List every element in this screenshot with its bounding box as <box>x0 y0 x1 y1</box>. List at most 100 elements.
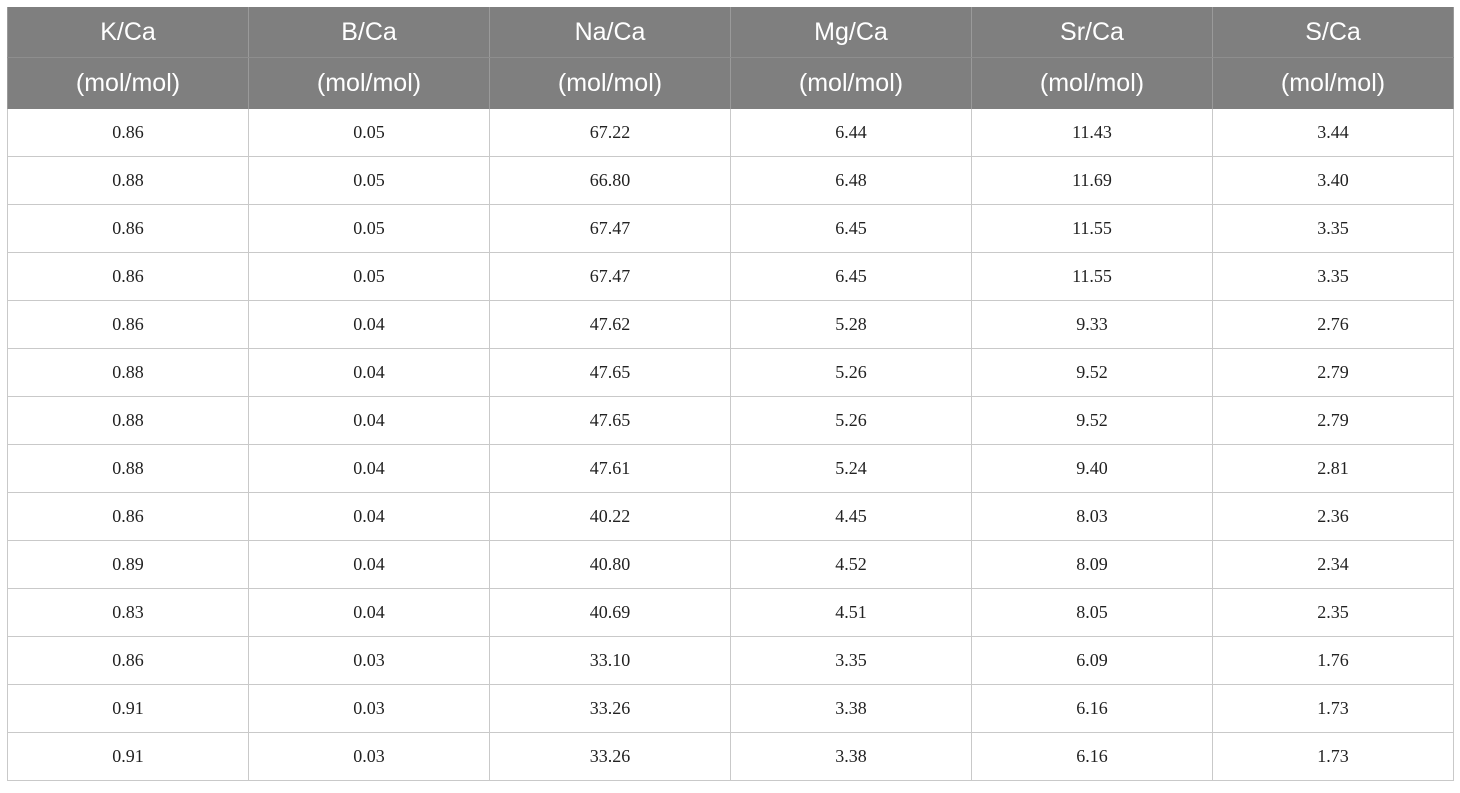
table-cell: 9.52 <box>971 396 1213 445</box>
table-cell: 0.04 <box>248 540 490 589</box>
column-header-unit: (mol/mol) <box>7 57 249 109</box>
table-cell: 0.88 <box>7 396 249 445</box>
table-cell: 3.35 <box>1212 252 1454 301</box>
table-cell: 0.86 <box>7 492 249 541</box>
column-header-unit: (mol/mol) <box>489 57 731 109</box>
table-cell: 0.05 <box>248 204 490 253</box>
table-cell: 6.09 <box>971 636 1213 685</box>
table-cell: 9.40 <box>971 444 1213 493</box>
table-cell: 2.35 <box>1212 588 1454 637</box>
column-header-unit: (mol/mol) <box>971 57 1213 109</box>
table-cell: 8.09 <box>971 540 1213 589</box>
header-row-units: (mol/mol) (mol/mol) (mol/mol) (mol/mol) … <box>7 57 1454 109</box>
table-body: 0.86 0.05 67.22 6.44 11.43 3.44 0.88 0.05 66.80 6… <box>7 108 1454 781</box>
table-cell: 0.04 <box>248 588 490 637</box>
table-row: 0.91 0.03 33.26 3.38 6.16 1.73 <box>7 732 1454 781</box>
table-cell: 11.69 <box>971 156 1213 205</box>
table-cell: 11.55 <box>971 204 1213 253</box>
table-cell: 47.65 <box>489 348 731 397</box>
table-cell: 0.05 <box>248 252 490 301</box>
element-ratio-table: K/Ca B/Ca Na/Ca Mg/Ca Sr/Ca S/Ca (mol/mo… <box>7 7 1454 781</box>
column-header-name: B/Ca <box>248 7 490 58</box>
table-cell: 4.45 <box>730 492 972 541</box>
table-cell: 0.03 <box>248 636 490 685</box>
table-cell: 9.52 <box>971 348 1213 397</box>
table-cell: 0.86 <box>7 252 249 301</box>
table-cell: 0.86 <box>7 204 249 253</box>
table-cell: 3.38 <box>730 732 972 781</box>
table-cell: 67.47 <box>489 204 731 253</box>
table-cell: 1.73 <box>1212 732 1454 781</box>
table-row: 0.86 0.04 40.22 4.45 8.03 2.36 <box>7 492 1454 541</box>
table-cell: 33.26 <box>489 684 731 733</box>
column-header-unit: (mol/mol) <box>1212 57 1454 109</box>
table-cell: 1.76 <box>1212 636 1454 685</box>
table-row: 0.86 0.05 67.47 6.45 11.55 3.35 <box>7 204 1454 253</box>
table-cell: 6.45 <box>730 204 972 253</box>
table-cell: 5.28 <box>730 300 972 349</box>
column-header-name: Na/Ca <box>489 7 731 58</box>
table-cell: 0.86 <box>7 636 249 685</box>
table-row: 0.88 0.04 47.65 5.26 9.52 2.79 <box>7 348 1454 397</box>
table-cell: 0.05 <box>248 156 490 205</box>
table-cell: 4.51 <box>730 588 972 637</box>
table-cell: 6.16 <box>971 732 1213 781</box>
table-cell: 0.04 <box>248 396 490 445</box>
table-cell: 0.88 <box>7 444 249 493</box>
table-cell: 0.04 <box>248 300 490 349</box>
table-cell: 0.04 <box>248 444 490 493</box>
table-cell: 6.48 <box>730 156 972 205</box>
column-header-unit: (mol/mol) <box>248 57 490 109</box>
table-cell: 0.86 <box>7 108 249 157</box>
table-cell: 8.03 <box>971 492 1213 541</box>
table-cell: 2.79 <box>1212 396 1454 445</box>
column-header-name: Sr/Ca <box>971 7 1213 58</box>
table-cell: 6.44 <box>730 108 972 157</box>
table-cell: 33.26 <box>489 732 731 781</box>
table-cell: 5.24 <box>730 444 972 493</box>
table-row: 0.89 0.04 40.80 4.52 8.09 2.34 <box>7 540 1454 589</box>
table-cell: 4.52 <box>730 540 972 589</box>
table-row: 0.91 0.03 33.26 3.38 6.16 1.73 <box>7 684 1454 733</box>
table-cell: 0.03 <box>248 684 490 733</box>
data-table-container: K/Ca B/Ca Na/Ca Mg/Ca Sr/Ca S/Ca (mol/mo… <box>7 7 1454 781</box>
table-cell: 3.35 <box>1212 204 1454 253</box>
table-cell: 0.89 <box>7 540 249 589</box>
table-row: 0.86 0.03 33.10 3.35 6.09 1.76 <box>7 636 1454 685</box>
table-cell: 66.80 <box>489 156 731 205</box>
table-cell: 0.86 <box>7 300 249 349</box>
table-cell: 6.16 <box>971 684 1213 733</box>
table-row: 0.83 0.04 40.69 4.51 8.05 2.35 <box>7 588 1454 637</box>
column-header-name: Mg/Ca <box>730 7 972 58</box>
table-cell: 0.88 <box>7 156 249 205</box>
table-cell: 2.34 <box>1212 540 1454 589</box>
table-cell: 3.38 <box>730 684 972 733</box>
table-cell: 0.03 <box>248 732 490 781</box>
table-row: 0.86 0.04 47.62 5.28 9.33 2.76 <box>7 300 1454 349</box>
table-cell: 40.80 <box>489 540 731 589</box>
table-cell: 11.43 <box>971 108 1213 157</box>
table-cell: 0.04 <box>248 348 490 397</box>
table-cell: 2.79 <box>1212 348 1454 397</box>
table-cell: 1.73 <box>1212 684 1454 733</box>
table-cell: 3.35 <box>730 636 972 685</box>
table-cell: 8.05 <box>971 588 1213 637</box>
table-cell: 2.76 <box>1212 300 1454 349</box>
table-row: 0.86 0.05 67.22 6.44 11.43 3.44 <box>7 108 1454 157</box>
column-header-name: K/Ca <box>7 7 249 58</box>
table-cell: 5.26 <box>730 396 972 445</box>
table-cell: 0.91 <box>7 732 249 781</box>
table-header: K/Ca B/Ca Na/Ca Mg/Ca Sr/Ca S/Ca (mol/mo… <box>7 7 1454 109</box>
table-cell: 67.47 <box>489 252 731 301</box>
table-cell: 47.65 <box>489 396 731 445</box>
table-cell: 0.83 <box>7 588 249 637</box>
column-header-unit: (mol/mol) <box>730 57 972 109</box>
table-cell: 6.45 <box>730 252 972 301</box>
table-cell: 5.26 <box>730 348 972 397</box>
table-cell: 9.33 <box>971 300 1213 349</box>
table-cell: 3.44 <box>1212 108 1454 157</box>
table-row: 0.86 0.05 67.47 6.45 11.55 3.35 <box>7 252 1454 301</box>
table-row: 0.88 0.05 66.80 6.48 11.69 3.40 <box>7 156 1454 205</box>
table-row: 0.88 0.04 47.61 5.24 9.40 2.81 <box>7 444 1454 493</box>
table-row: 0.88 0.04 47.65 5.26 9.52 2.79 <box>7 396 1454 445</box>
